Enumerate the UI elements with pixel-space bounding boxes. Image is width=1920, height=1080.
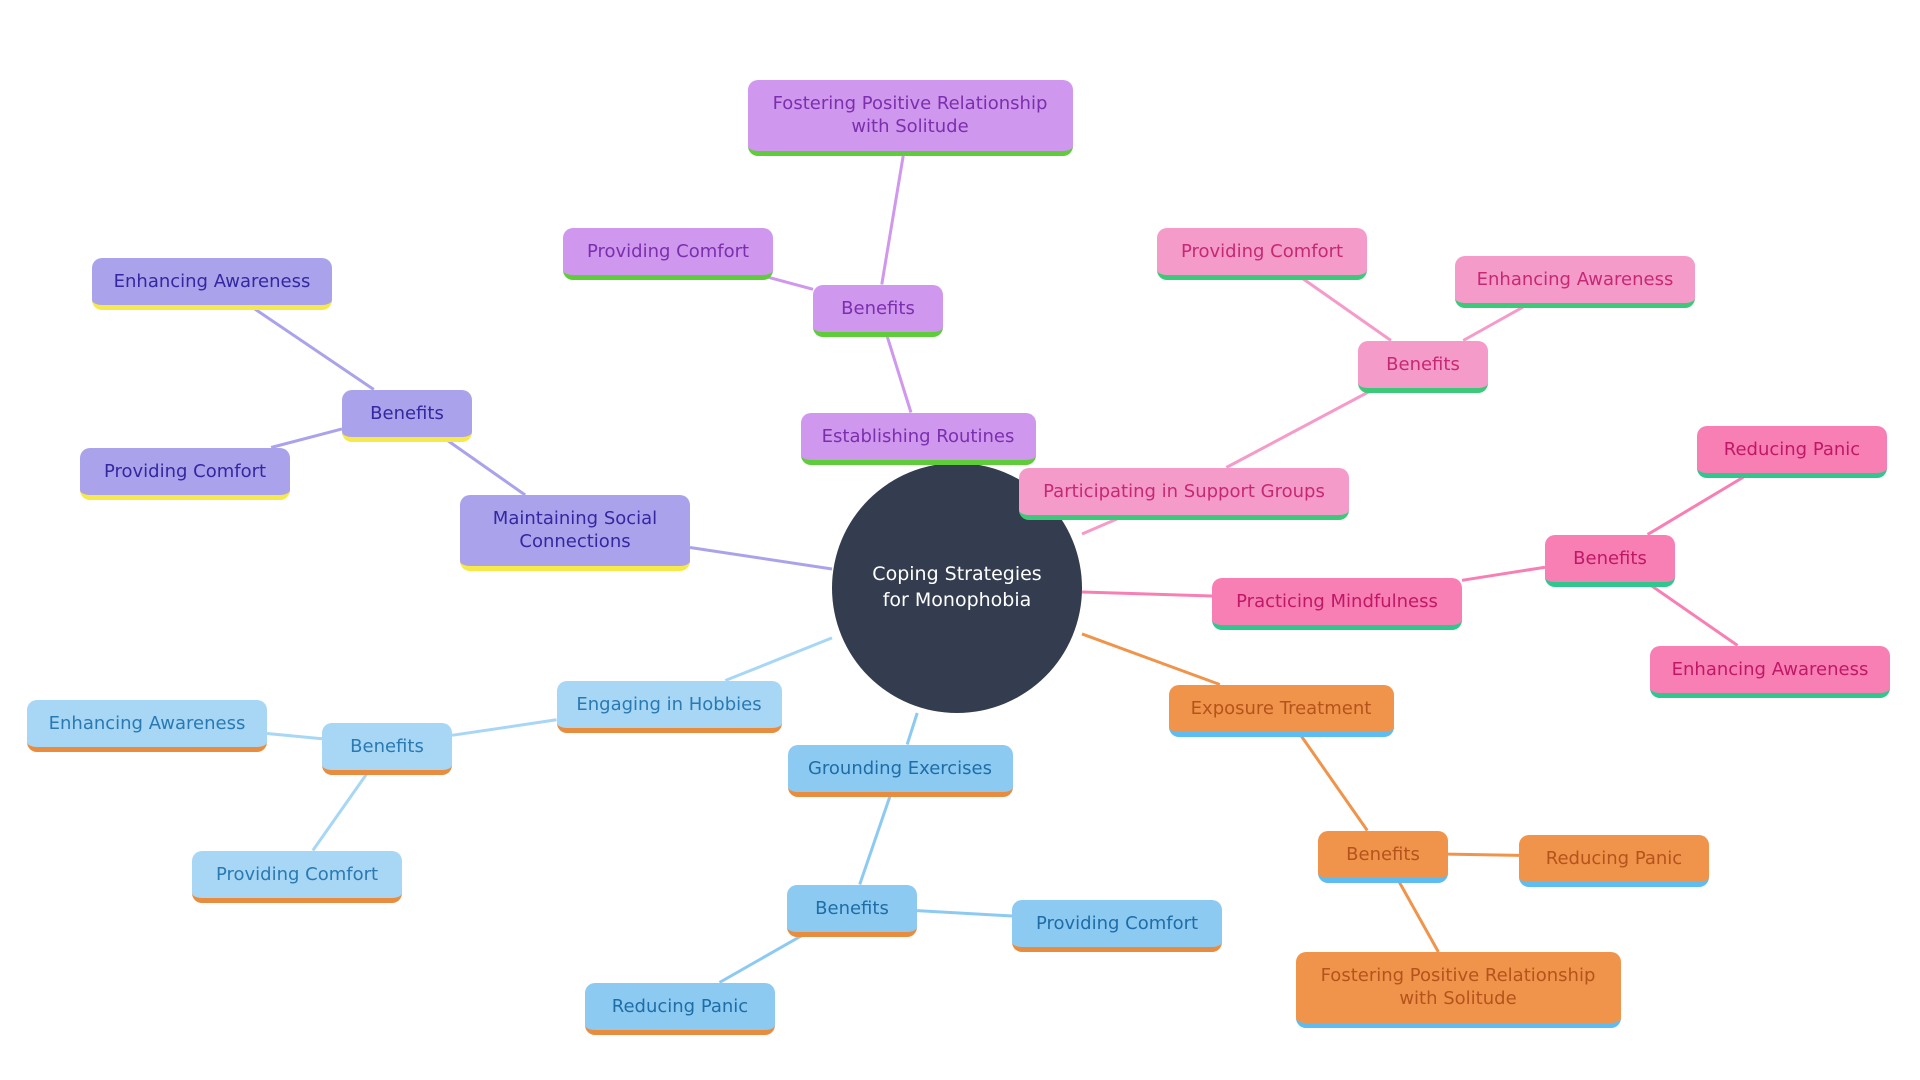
node-label: Exposure Treatment (1191, 697, 1372, 720)
node-n1: Maintaining Social Connections (460, 495, 690, 571)
edge (1396, 876, 1439, 953)
node-n2: Establishing Routines (801, 413, 1036, 465)
node-label: Providing Comfort (1181, 240, 1343, 263)
node-label: Enhancing Awareness (114, 270, 311, 293)
node-n1ea: Enhancing Awareness (92, 258, 332, 310)
node-n7ea: Enhancing Awareness (27, 700, 267, 752)
node-n3b: Benefits (1358, 341, 1488, 393)
node-label: Benefits (1346, 843, 1420, 866)
node-label: Providing Comfort (216, 863, 378, 886)
node-label: Reducing Panic (612, 995, 748, 1018)
edge (271, 429, 342, 448)
node-label: Reducing Panic (1724, 438, 1860, 461)
edge (690, 547, 832, 569)
node-n3ea: Enhancing Awareness (1455, 256, 1695, 308)
node-label: Benefits (1386, 353, 1460, 376)
node-label: Engaging in Hobbies (576, 693, 761, 716)
edge (719, 930, 812, 983)
edge (1082, 592, 1212, 596)
edge (1448, 854, 1519, 855)
node-n5fp: Fostering Positive Relationship with Sol… (1296, 952, 1621, 1028)
node-label: Fostering Positive Relationship with Sol… (1314, 964, 1603, 1011)
node-n2pc: Providing Comfort (563, 228, 773, 280)
edge (882, 150, 904, 285)
node-label: Providing Comfort (587, 240, 749, 263)
node-label: Benefits (350, 735, 424, 758)
node-label: Benefits (841, 297, 915, 320)
node-label: Providing Comfort (1036, 912, 1198, 935)
edge (1294, 273, 1391, 341)
node-n3pc: Providing Comfort (1157, 228, 1367, 280)
edge (1226, 386, 1380, 468)
node-n5rp: Reducing Panic (1519, 835, 1709, 887)
node-label: Enhancing Awareness (49, 712, 246, 735)
edge (452, 720, 557, 736)
node-n7pc: Providing Comfort (192, 851, 402, 903)
node-n4: Practicing Mindfulness (1212, 578, 1462, 630)
node-n6pc: Providing Comfort (1012, 900, 1222, 952)
edge (860, 790, 893, 885)
node-label: Reducing Panic (1546, 847, 1682, 870)
node-label: Enhancing Awareness (1477, 268, 1674, 291)
node-n3: Participating in Support Groups (1019, 468, 1349, 520)
edge (725, 638, 832, 681)
edge (885, 330, 911, 413)
node-n6: Grounding Exercises (788, 745, 1013, 797)
node-label: Benefits (815, 897, 889, 920)
center-label: Coping Strategies for Monophobia (862, 562, 1052, 613)
node-n4b: Benefits (1545, 535, 1675, 587)
node-label: Practicing Mindfulness (1236, 590, 1438, 613)
node-label: Grounding Exercises (808, 757, 992, 780)
edge (907, 713, 917, 745)
node-n1pc: Providing Comfort (80, 448, 290, 500)
node-label: Providing Comfort (104, 460, 266, 483)
edge (917, 911, 1012, 916)
edge (1082, 634, 1220, 685)
node-n7: Engaging in Hobbies (557, 681, 782, 733)
node-n5: Exposure Treatment (1169, 685, 1394, 737)
node-label: Benefits (370, 402, 444, 425)
node-n6rp: Reducing Panic (585, 983, 775, 1035)
edge (1297, 730, 1368, 831)
edge (439, 435, 525, 496)
node-label: Benefits (1573, 547, 1647, 570)
node-n2b: Benefits (813, 285, 943, 337)
edge (1648, 471, 1755, 535)
node-label: Establishing Routines (822, 425, 1015, 448)
node-n7b: Benefits (322, 723, 452, 775)
node-label: Participating in Support Groups (1043, 480, 1325, 503)
edge (313, 768, 371, 851)
node-n4rp: Reducing Panic (1697, 426, 1887, 478)
edge (1462, 567, 1545, 580)
edge (267, 734, 322, 739)
node-label: Maintaining Social Connections (478, 507, 672, 554)
node-label: Fostering Positive Relationship with Sol… (766, 92, 1055, 139)
node-label: Enhancing Awareness (1672, 658, 1869, 681)
node-n2fp: Fostering Positive Relationship with Sol… (748, 80, 1073, 156)
edge (1642, 580, 1737, 646)
node-n4ea: Enhancing Awareness (1650, 646, 1890, 698)
node-n5b: Benefits (1318, 831, 1448, 883)
node-n6b: Benefits (787, 885, 917, 937)
node-n1b: Benefits (342, 390, 472, 442)
edge (245, 303, 374, 390)
